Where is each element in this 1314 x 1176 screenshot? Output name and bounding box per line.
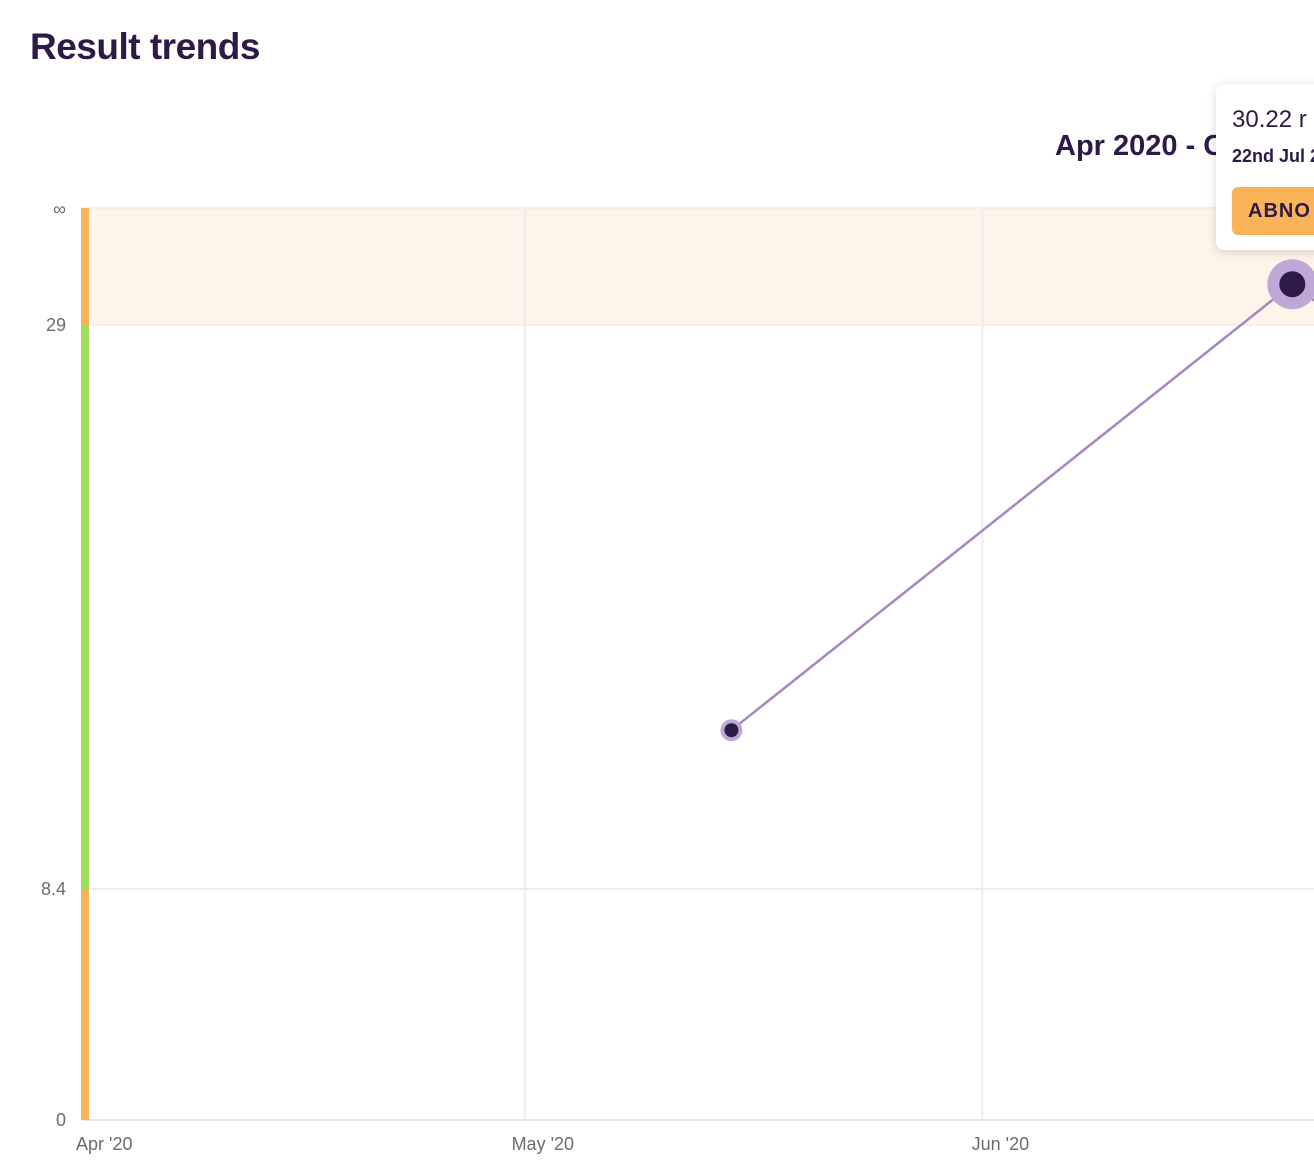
tooltip-value: 30.22 r [1232, 106, 1307, 133]
abnormal-status-badge: ABNO [1232, 187, 1314, 235]
y-tick-label: 29 [46, 315, 66, 335]
y-axis: ∞ 29 8.4 0 [41, 199, 66, 1130]
range-bar-normal [81, 325, 89, 889]
tooltip-date: 22nd Jul 2 [1232, 146, 1314, 166]
series-line [730, 282, 1314, 732]
y-tick-label: 8.4 [41, 879, 66, 899]
data-point[interactable] [720, 719, 743, 742]
x-axis: Apr '20 May '20 Jun '20 [76, 1134, 1029, 1154]
data-point-marker [724, 723, 739, 738]
data-point-marker [1279, 271, 1306, 298]
grid [82, 207, 1314, 1121]
data-point-tooltip: 30.22 r 22nd Jul 2 ABNO [1216, 84, 1314, 250]
x-tick-label: Apr '20 [76, 1134, 132, 1154]
date-range-label: Apr 2020 - C [1055, 130, 1224, 162]
x-tick-label: Jun '20 [972, 1134, 1029, 1154]
y-tick-label: ∞ [53, 199, 66, 219]
range-indicator [81, 208, 89, 1120]
y-tick-label: 0 [56, 1110, 66, 1130]
abnormal-range-band [82, 208, 1314, 325]
data-point-active[interactable] [1267, 259, 1314, 310]
series-layer [720, 259, 1314, 742]
range-bar-high [81, 208, 89, 325]
range-bar-low [81, 889, 89, 1120]
page-title: Result trends [30, 26, 260, 67]
x-tick-label: May '20 [512, 1134, 574, 1154]
